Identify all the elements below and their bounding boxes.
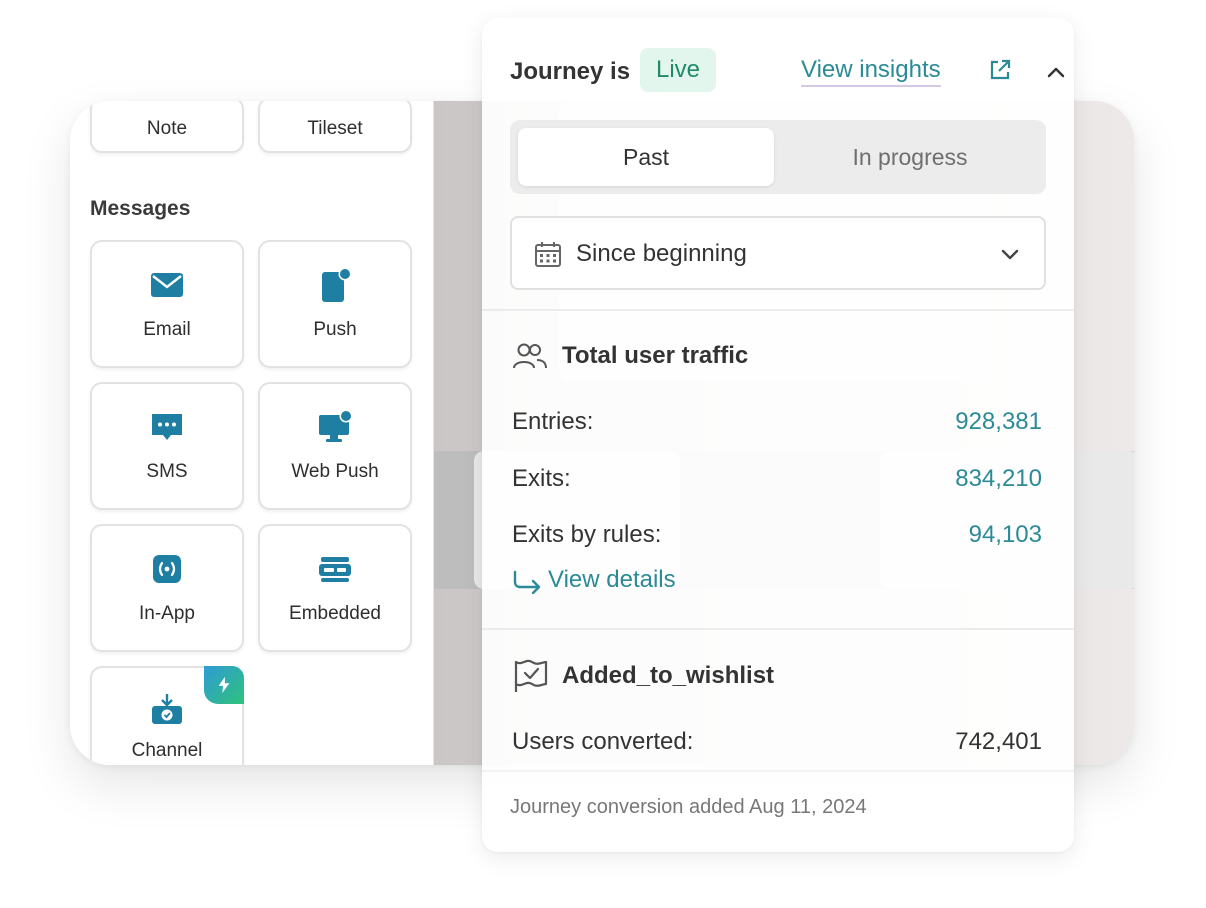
external-link-icon[interactable]	[988, 58, 1012, 82]
view-insights-link[interactable]: View insights	[801, 56, 941, 87]
panel-header: Journey is Live View insights	[510, 48, 1065, 92]
calendar-icon	[535, 242, 561, 267]
channel-inbox-icon	[152, 694, 182, 724]
in-app-icon	[153, 555, 181, 583]
entries-value: 928,381	[955, 408, 1042, 435]
components-palette: Note Tileset Messages Email Push	[70, 101, 434, 765]
status-badge: Live	[640, 48, 717, 92]
traffic-title: Total user traffic	[562, 342, 749, 369]
sms-tile-label: SMS	[146, 461, 188, 482]
view-details-label: View details	[548, 566, 676, 593]
tileset-tile[interactable]: Tileset	[258, 101, 412, 153]
push-tile-label: Push	[313, 319, 357, 340]
users-converted-value: 742,401	[955, 728, 1042, 755]
embedded-tile-label: Embedded	[289, 603, 381, 624]
web-push-tile-label: Web Push	[291, 461, 379, 482]
channel-tile-label: Channel	[131, 740, 203, 761]
envelope-icon	[151, 273, 183, 297]
divider	[482, 770, 1074, 772]
in-app-tile-label: In-App	[139, 603, 195, 624]
tileset-tile-label: Tileset	[307, 118, 363, 139]
email-tile[interactable]: Email	[90, 240, 244, 368]
flag-check-icon	[514, 659, 548, 692]
push-tile[interactable]: Push	[258, 240, 412, 368]
users-icon	[513, 343, 547, 369]
channel-tile[interactable]: Channel	[90, 666, 244, 765]
monitor-push-icon	[319, 409, 353, 442]
conversion-footer-note: Journey conversion added Aug 11, 2024	[510, 796, 867, 818]
exits-label: Exits:	[512, 465, 571, 492]
chevron-up-icon[interactable]	[1044, 60, 1068, 84]
goal-title: Added_to_wishlist	[562, 662, 775, 689]
arrow-return-icon	[513, 570, 541, 594]
note-tile[interactable]: Note	[90, 101, 244, 153]
entries-label: Entries:	[512, 408, 594, 435]
divider	[482, 309, 1074, 311]
tab-in-progress[interactable]: In progress	[852, 144, 968, 170]
users-converted-label: Users converted:	[512, 728, 694, 755]
date-range-value: Since beginning	[576, 240, 747, 267]
messages-section-title: Messages	[90, 197, 191, 220]
embedded-tile[interactable]: Embedded	[258, 524, 412, 652]
exits-by-rules-label: Exits by rules:	[512, 521, 662, 548]
journey-status-label: Journey is	[510, 58, 631, 85]
exits-value: 834,210	[955, 465, 1042, 492]
date-range-select[interactable]: Since beginning	[510, 216, 1046, 290]
web-push-tile[interactable]: Web Push	[258, 382, 412, 510]
divider	[482, 628, 1074, 630]
sms-chat-icon	[152, 414, 182, 440]
lightning-bolt-icon	[204, 666, 244, 704]
in-app-tile[interactable]: In-App	[90, 524, 244, 652]
chevron-down-icon	[1001, 249, 1019, 260]
email-tile-label: Email	[143, 319, 191, 340]
sms-tile[interactable]: SMS	[90, 382, 244, 510]
note-tile-label: Note	[146, 118, 188, 139]
embedded-icon	[319, 557, 351, 582]
mobile-push-icon	[322, 267, 352, 302]
journey-insights-panel: Journey is Live View insights Past In pr…	[482, 18, 1074, 852]
exits-by-rules-value: 94,103	[968, 521, 1042, 548]
time-toggle: Past In progress	[510, 120, 1046, 194]
tab-past[interactable]: Past	[518, 128, 774, 186]
